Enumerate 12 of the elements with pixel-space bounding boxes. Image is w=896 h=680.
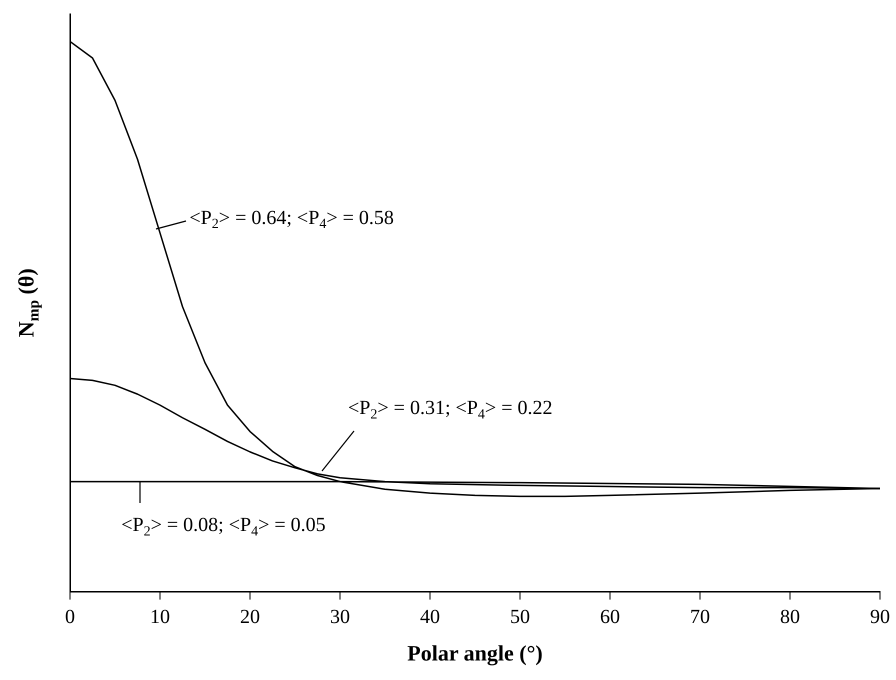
x-tick-label: 60 [600,606,620,628]
x-tick-label: 50 [510,606,530,628]
x-tick-label: 0 [65,606,75,628]
x-tick-label: 20 [240,606,260,628]
x-tick-label: 70 [690,606,710,628]
x-axis-title: Polar angle (°) [407,640,543,666]
y-axis-title: Nmp (θ) [14,268,43,338]
x-tick-label: 90 [870,606,890,628]
x-tick-label: 30 [330,606,350,628]
x-tick-label: 80 [780,606,800,628]
x-tick-label: 10 [150,606,170,628]
x-tick-label: 40 [420,606,440,628]
